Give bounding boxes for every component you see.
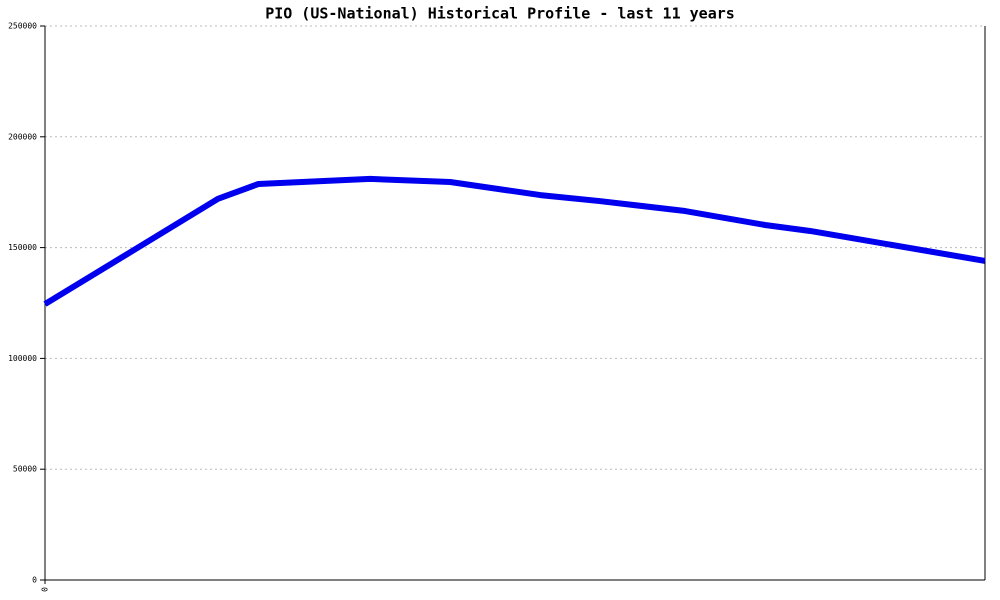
y-tick-label: 100000 [8,354,37,363]
y-tick-label: 150000 [8,243,37,252]
y-tick-label: 0 [32,576,37,585]
y-tick-label: 250000 [8,22,37,31]
data-line [43,175,986,307]
y-tick-label: 200000 [8,132,37,141]
y-tick-label: 50000 [13,465,37,474]
chart-title: PIO (US-National) Historical Profile - l… [265,5,735,23]
x-tick-label: 0 [41,587,50,592]
